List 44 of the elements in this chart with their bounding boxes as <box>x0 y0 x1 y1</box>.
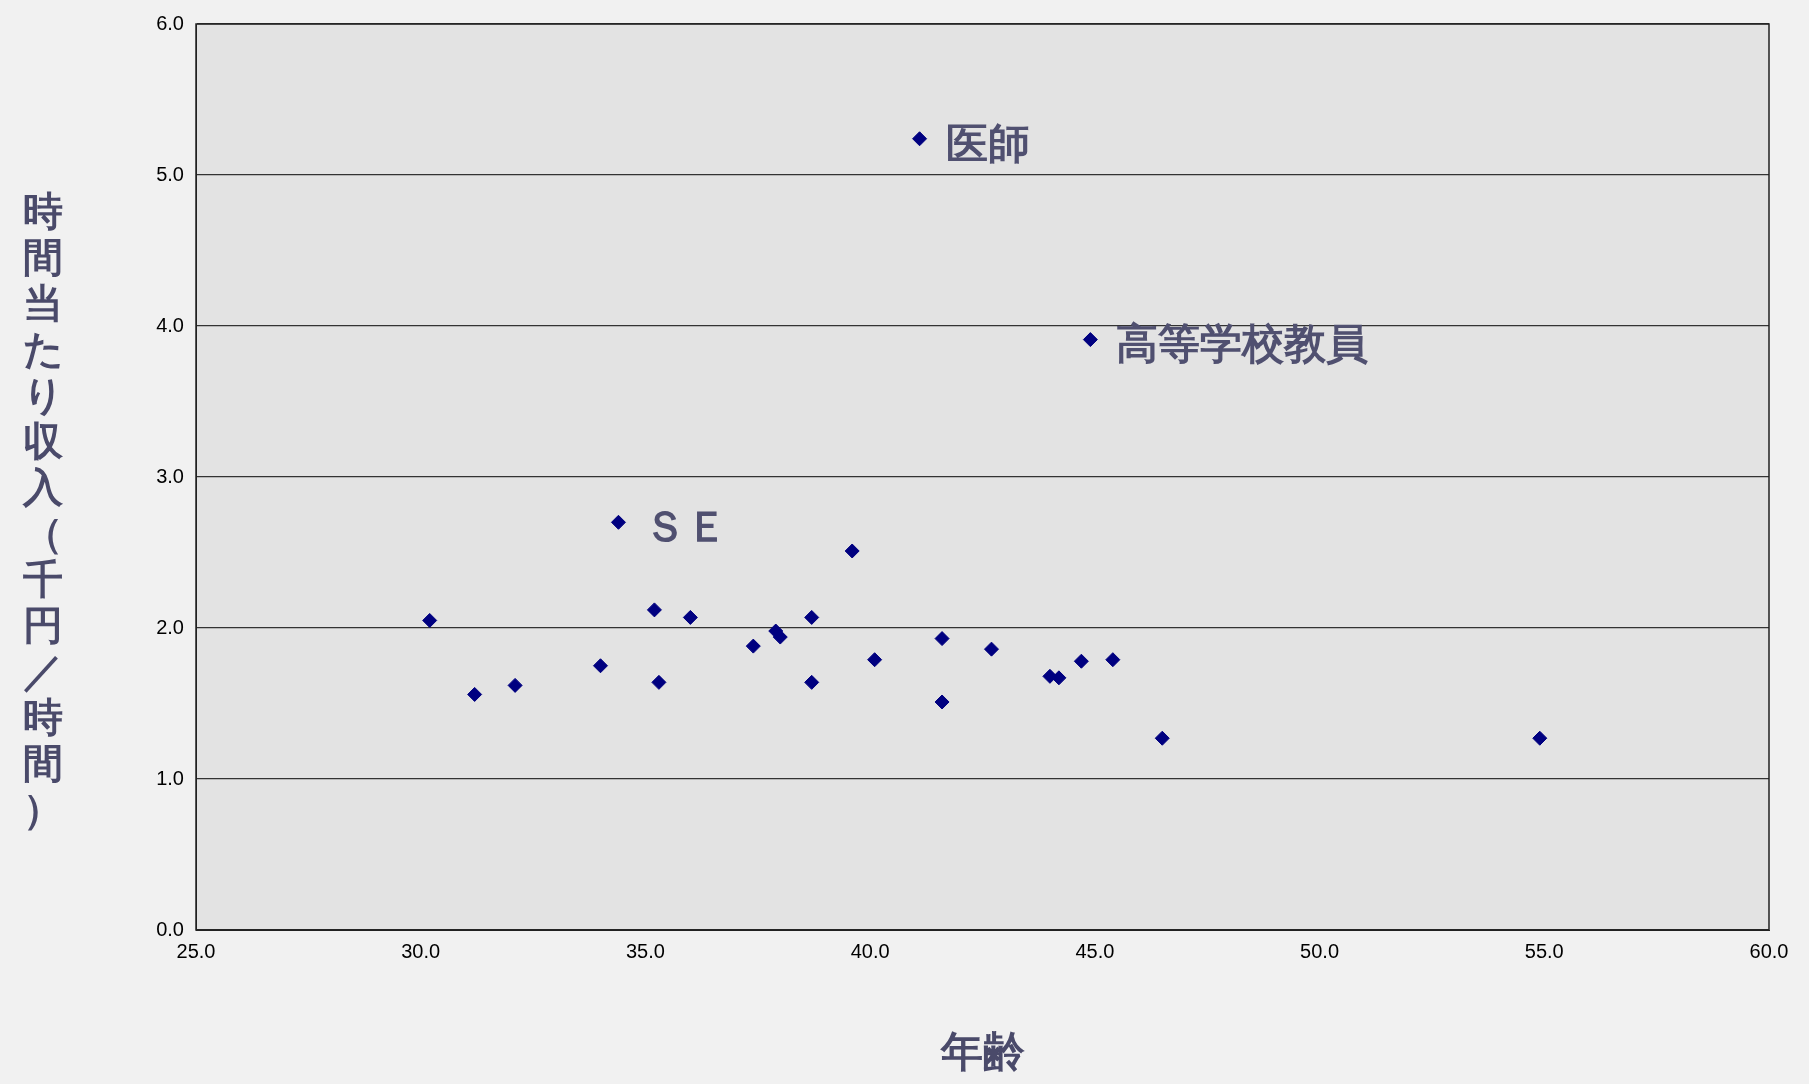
point <box>1105 652 1121 668</box>
x-tick-label: 30.0 <box>401 939 441 962</box>
x-tick-label: 55.0 <box>1524 939 1564 962</box>
point <box>804 609 820 625</box>
point <box>646 602 662 618</box>
y-tick-label: 0.0 <box>156 917 184 940</box>
y-tick-label: 3.0 <box>156 464 184 487</box>
point <box>682 609 698 625</box>
x-axis-title: 年齢 <box>939 1026 1025 1076</box>
point <box>1051 670 1067 686</box>
x-tick-label: 50.0 <box>1300 939 1340 962</box>
y-tick-label: 2.0 <box>156 615 184 638</box>
point <box>1073 653 1089 669</box>
point <box>422 612 438 628</box>
point <box>844 543 860 559</box>
point <box>772 629 788 645</box>
annotation: ＳＥ <box>644 502 729 552</box>
point <box>592 658 608 674</box>
y-tick-label: 6.0 <box>156 11 184 34</box>
point <box>912 131 928 147</box>
x-tick-label: 45.0 <box>1075 939 1115 962</box>
text: 時間当たり収入（千円／時間） <box>22 188 64 832</box>
point <box>610 514 626 530</box>
annotation: 医師 <box>945 118 1030 168</box>
x-tick-label: 40.0 <box>850 939 890 962</box>
point <box>983 641 999 657</box>
point <box>651 674 667 690</box>
x-tick-label: 60.0 <box>1749 939 1789 962</box>
point <box>1154 730 1170 746</box>
x-tick-label: 35.0 <box>625 939 665 962</box>
point <box>467 686 483 702</box>
point <box>804 674 820 690</box>
point <box>507 677 523 693</box>
y-tick-label: 1.0 <box>156 766 184 789</box>
y-tick-label: 4.0 <box>156 313 184 336</box>
point <box>1082 332 1098 348</box>
point <box>934 631 950 647</box>
point <box>745 638 761 654</box>
point <box>867 652 883 668</box>
point <box>1532 730 1548 746</box>
y-tick-label: 5.0 <box>156 162 184 185</box>
annotation: 高等学校教員 <box>1116 319 1369 369</box>
point <box>934 694 950 710</box>
x-tick-label: 25.0 <box>176 939 216 962</box>
